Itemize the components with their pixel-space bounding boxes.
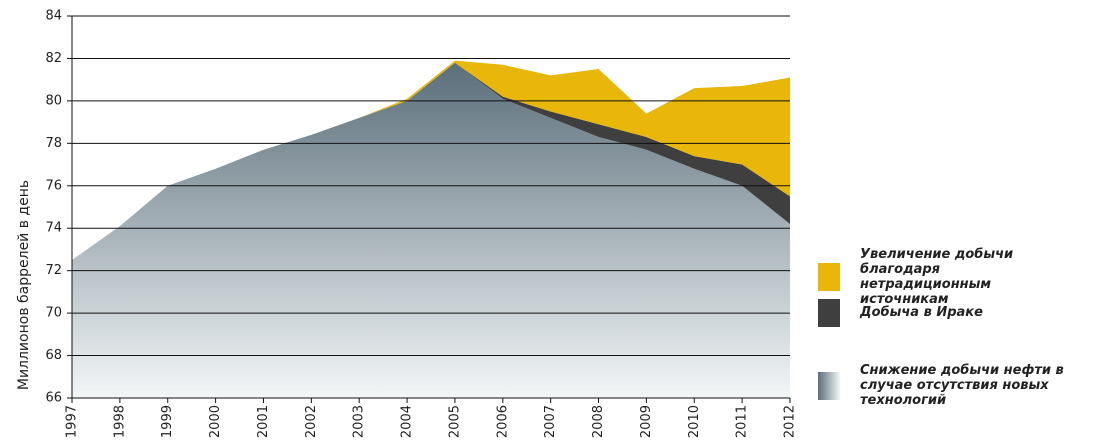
x-tick-label: 1998 — [112, 405, 127, 438]
x-tick-label: 2006 — [495, 405, 510, 438]
x-tick-label: 1997 — [65, 405, 80, 438]
legend-swatch — [818, 371, 840, 400]
x-tick-label: 2012 — [783, 405, 798, 438]
x-tick-label: 2004 — [400, 405, 415, 438]
legend-swatch — [818, 263, 840, 291]
x-tick-label: 2002 — [304, 405, 319, 438]
x-tick-label: 2011 — [735, 405, 750, 438]
y-tick-label: 68 — [45, 348, 62, 363]
x-tick-label: 1999 — [160, 405, 175, 438]
y-tick-label: 84 — [45, 9, 62, 24]
legend-label: Увеличение добычи благодаря нетрадиционн… — [860, 247, 1014, 307]
y-tick-label: 70 — [45, 306, 62, 321]
x-tick-label: 2003 — [352, 405, 367, 438]
x-tick-label: 2010 — [687, 405, 702, 438]
y-tick-label: 82 — [45, 51, 62, 66]
y-tick-label: 66 — [45, 391, 62, 406]
y-tick-label: 76 — [45, 178, 62, 193]
legend-label: Снижение добычи нефти в случае отсутстви… — [860, 363, 1064, 408]
x-tick-label: 2001 — [256, 405, 271, 438]
y-axis-label: Миллионов баррелей в день — [16, 180, 32, 390]
y-tick-label: 78 — [45, 136, 62, 151]
y-tick-label: 72 — [45, 263, 62, 278]
legend-swatch — [818, 298, 840, 327]
x-tick-label: 2007 — [543, 405, 558, 438]
area — [72, 62, 790, 398]
x-tick-label: 2009 — [639, 405, 654, 438]
x-tick-label: 2000 — [208, 405, 223, 438]
x-tick-label: 2008 — [591, 405, 606, 438]
y-tick-label: 80 — [45, 93, 62, 108]
legend-label: Добыча в Ираке — [860, 305, 983, 320]
y-tick-label: 74 — [45, 221, 62, 236]
x-tick-label: 2005 — [447, 405, 462, 438]
area — [72, 60, 790, 261]
